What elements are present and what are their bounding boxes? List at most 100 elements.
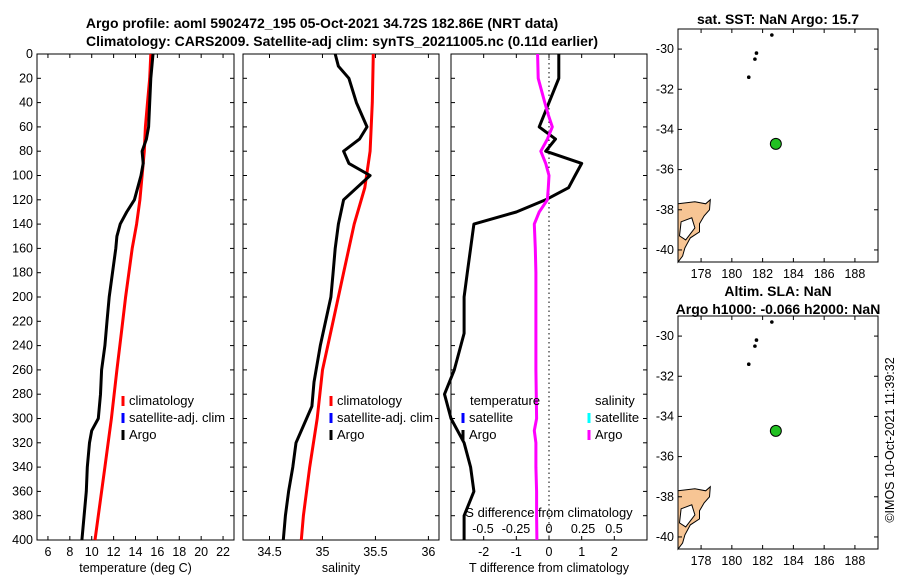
depth-tick-label: 320 <box>12 436 33 450</box>
map_sla-xtick-label: 180 <box>721 554 742 568</box>
depth-tick-label: 80 <box>19 144 33 158</box>
map_sst-xtick-label: 188 <box>844 267 865 281</box>
depth-tick-label: 60 <box>19 120 33 134</box>
temperature-legend-label: satellite-adj. clim <box>129 410 225 425</box>
map_sst-xtick-label: 182 <box>752 267 773 281</box>
differences-xtick-label: 0 <box>546 545 553 559</box>
map_sst-xtick-label: 178 <box>691 267 712 281</box>
depth-tick-label: 240 <box>12 339 33 353</box>
depth-tick-label: 120 <box>12 193 33 207</box>
depth-tick-label: 220 <box>12 314 33 328</box>
map_sst-xtick-label: 186 <box>814 267 835 281</box>
map_sla-track-point <box>754 338 759 342</box>
salinity-series-argo <box>281 53 372 541</box>
differences-xtick-label: 2 <box>611 545 618 559</box>
salinity-xtick-label: 36 <box>421 545 435 559</box>
map_sla-track-point <box>770 320 774 324</box>
map_sst-track-point <box>753 57 757 61</box>
depth-tick-label: 160 <box>12 241 33 255</box>
differences-legend-right-title: salinity <box>595 393 635 408</box>
map_sla-xtick-label: 188 <box>844 554 865 568</box>
differences-legend-label: satellite <box>595 410 639 425</box>
salinity-legend-label: satellite-adj. clim <box>337 410 433 425</box>
depth-tick-label: 340 <box>12 460 33 474</box>
temperature-xtick-label: 18 <box>172 545 186 559</box>
map_sla-subtitle: Argo h1000: -0.066 h2000: NaN <box>676 301 881 317</box>
map_sst-title: sat. SST: NaN Argo: 15.7 <box>697 11 859 27</box>
salinity-xlabel: salinity <box>322 561 361 575</box>
depth-tick-label: 260 <box>12 363 33 377</box>
temperature-xtick-label: 8 <box>66 545 73 559</box>
depth-tick-label: 300 <box>12 412 33 426</box>
map_sla-track-point <box>746 362 751 367</box>
map_sst-track-point <box>770 33 774 37</box>
depth-tick-label: 400 <box>12 533 33 547</box>
differences-series-salinity-argo <box>532 53 554 541</box>
temperature-legend-label: climatology <box>129 393 195 408</box>
salinity-axes-frame <box>242 53 440 541</box>
differences-top-xtick-label: 0 <box>546 522 553 536</box>
map_sla-land-inner-outline <box>678 504 696 528</box>
differences-top-xtick-label: 0.25 <box>571 522 595 536</box>
temperature-series-climatology <box>93 53 153 541</box>
map_sla-float-position-marker <box>769 424 782 437</box>
differences-xtick-label: -2 <box>478 545 489 559</box>
temperature-series-argo <box>80 53 155 541</box>
map_sst-ytick-label: -32 <box>656 82 674 96</box>
temperature-legend-label: Argo <box>129 427 156 442</box>
depth-tick-label: 380 <box>12 509 33 523</box>
figure-title-line2: Climatology: CARS2009. Satellite-adj cli… <box>86 33 598 49</box>
temperature-xtick-label: 16 <box>150 545 164 559</box>
map_sst-float-position-marker <box>769 137 782 150</box>
map_sla-ytick-label: -30 <box>656 329 674 343</box>
map_sla-land-north-island <box>677 485 711 551</box>
map_sst-ytick-label: -36 <box>656 163 674 177</box>
depth-tick-label: 40 <box>19 96 33 110</box>
differences-xlabel: T difference from climatology <box>469 561 630 575</box>
differences-top-xtick-label: -0.5 <box>472 522 494 536</box>
differences-xtick-label: 1 <box>578 545 585 559</box>
map_sla-ytick-label: -34 <box>656 409 674 423</box>
depth-tick-label: 200 <box>12 290 33 304</box>
temperature-xtick-label: 22 <box>216 545 230 559</box>
depth-tick-label: 140 <box>12 217 33 231</box>
temperature-xtick-label: 14 <box>129 545 143 559</box>
temperature-axes-frame <box>36 53 235 541</box>
temperature-xtick-label: 12 <box>107 545 121 559</box>
map_sla-ytick-label: -40 <box>656 530 674 544</box>
depth-tick-label: 100 <box>12 169 33 183</box>
differences-top-xtick-label: -0.25 <box>502 522 531 536</box>
salinity-legend-label: climatology <box>337 393 403 408</box>
map_sst-ytick-label: -38 <box>656 203 674 217</box>
salinity-legend-label: Argo <box>337 427 364 442</box>
map_sst-land-inner-outline <box>678 217 696 241</box>
differences-xtick-label: -1 <box>511 545 522 559</box>
depth-tick-label: 0 <box>26 47 33 61</box>
depth-tick-label: 280 <box>12 387 33 401</box>
map_sst-ytick-label: -34 <box>656 122 674 136</box>
map_sla-ytick-label: -32 <box>656 369 674 383</box>
map_sla-xtick-label: 186 <box>814 554 835 568</box>
map_sla-xtick-label: 182 <box>752 554 773 568</box>
map_sst-ytick-label: -30 <box>656 42 674 56</box>
differences-top-xlabel: S difference from climatology <box>465 505 633 520</box>
depth-tick-label: 360 <box>12 484 33 498</box>
map_sst-xtick-label: 180 <box>721 267 742 281</box>
map_sla-ytick-label: -36 <box>656 450 674 464</box>
salinity-xtick-label: 35 <box>316 545 330 559</box>
depth-tick-label: 20 <box>19 71 33 85</box>
map_sla-xtick-label: 184 <box>783 554 804 568</box>
map_sst-land-north-island <box>677 198 711 264</box>
differences-top-xtick-label: 0.5 <box>605 522 622 536</box>
temperature-xtick-label: 20 <box>194 545 208 559</box>
map_sst-track-point <box>754 51 759 55</box>
imos-watermark: ©IMOS 10-Oct-2021 11:39:32 <box>883 357 897 522</box>
figure-title-line1: Argo profile: aoml 5902472_195 05-Oct-20… <box>86 15 558 31</box>
salinity-series-climatology <box>299 53 375 541</box>
map_sst-ytick-label: -40 <box>656 243 674 257</box>
differences-legend-label: Argo <box>469 427 496 442</box>
differences-legend-label: satellite <box>469 410 513 425</box>
differences-legend-left-title: temperature <box>470 393 540 408</box>
salinity-xtick-label: 35.5 <box>363 545 387 559</box>
